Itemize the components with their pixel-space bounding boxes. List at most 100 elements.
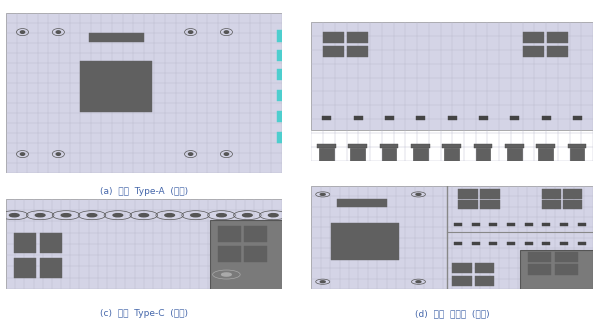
Bar — [413, 148, 428, 160]
Bar — [507, 223, 515, 226]
Bar — [539, 148, 553, 160]
Bar — [568, 144, 586, 148]
Bar — [447, 116, 457, 120]
Bar — [505, 144, 524, 148]
Text: (b)  패널  Type-B  (수정): (b) 패널 Type-B (수정) — [408, 219, 497, 228]
Circle shape — [20, 153, 25, 155]
Bar — [458, 200, 477, 209]
Circle shape — [10, 214, 19, 217]
Bar — [317, 144, 335, 148]
Circle shape — [416, 281, 421, 282]
Bar — [452, 263, 472, 273]
Circle shape — [56, 31, 60, 33]
Bar — [578, 242, 586, 245]
Bar — [277, 30, 286, 42]
Bar — [347, 32, 368, 43]
Bar — [520, 250, 593, 289]
Circle shape — [190, 214, 201, 217]
Bar — [560, 223, 568, 226]
Bar — [523, 46, 544, 57]
Circle shape — [320, 281, 325, 282]
Bar — [382, 148, 397, 160]
Bar — [555, 252, 578, 262]
Bar — [510, 116, 519, 120]
Bar — [244, 226, 267, 242]
Bar — [474, 144, 492, 148]
Bar — [480, 200, 500, 209]
Bar — [277, 132, 286, 143]
Bar — [578, 223, 586, 226]
Bar — [337, 198, 388, 207]
Circle shape — [20, 31, 25, 33]
Bar — [89, 33, 144, 42]
Circle shape — [217, 214, 226, 217]
Bar — [14, 233, 37, 253]
Bar — [385, 116, 394, 120]
Bar — [277, 111, 286, 122]
Bar — [411, 144, 429, 148]
Text: (a)  패널  Type-A  (수정): (a) 패널 Type-A (수정) — [99, 187, 188, 196]
Circle shape — [165, 214, 174, 217]
Bar — [480, 189, 500, 198]
Bar — [536, 144, 555, 148]
Bar — [443, 144, 461, 148]
Bar — [416, 116, 425, 120]
Bar — [471, 223, 480, 226]
Bar — [277, 90, 286, 101]
Bar — [564, 189, 582, 198]
Bar — [489, 223, 497, 226]
Bar — [323, 32, 344, 43]
Bar — [546, 32, 568, 43]
Bar — [323, 46, 344, 57]
Circle shape — [189, 153, 193, 155]
Bar — [354, 116, 363, 120]
Bar — [525, 223, 533, 226]
Bar — [475, 275, 494, 286]
Bar — [277, 50, 286, 61]
Text: (c)  패널  Type-C  (수정): (c) 패널 Type-C (수정) — [100, 309, 187, 318]
Bar — [560, 242, 568, 245]
Bar — [479, 116, 488, 120]
Bar — [525, 242, 533, 245]
Bar — [277, 69, 286, 80]
Bar — [523, 32, 544, 43]
Circle shape — [268, 214, 278, 217]
Bar — [311, 22, 593, 130]
Bar — [528, 252, 551, 262]
Bar — [244, 246, 267, 262]
Bar — [14, 258, 37, 278]
Circle shape — [189, 31, 193, 33]
Bar — [350, 148, 365, 160]
Circle shape — [224, 31, 229, 33]
Bar — [570, 148, 584, 160]
Bar — [319, 148, 334, 160]
Bar — [546, 46, 568, 57]
Bar — [210, 220, 285, 290]
Bar — [454, 223, 462, 226]
Bar — [507, 148, 522, 160]
Bar — [555, 264, 578, 274]
Circle shape — [224, 153, 229, 155]
Bar — [218, 246, 241, 262]
Bar — [80, 61, 152, 112]
Bar — [542, 200, 561, 209]
Bar — [471, 242, 480, 245]
Bar — [573, 116, 582, 120]
Bar — [476, 148, 491, 160]
Bar — [475, 263, 494, 273]
Bar — [41, 258, 62, 278]
Bar — [322, 116, 331, 120]
Bar — [41, 233, 62, 253]
Bar — [528, 264, 551, 274]
Circle shape — [56, 153, 60, 155]
Circle shape — [243, 214, 252, 217]
Bar — [218, 226, 241, 242]
Bar — [543, 223, 550, 226]
Bar — [542, 189, 561, 198]
Bar — [564, 200, 582, 209]
Bar — [489, 242, 497, 245]
Bar — [452, 275, 472, 286]
Circle shape — [35, 214, 45, 217]
Circle shape — [222, 273, 231, 276]
Circle shape — [61, 214, 71, 217]
